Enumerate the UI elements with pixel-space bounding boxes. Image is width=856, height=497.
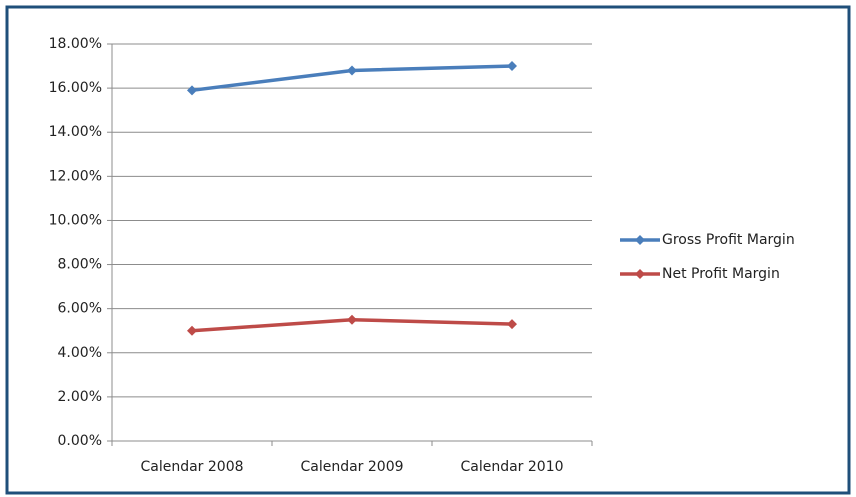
legend-marker [635,269,645,279]
marker [347,314,357,325]
x-tick-label: Calendar 2008 [140,459,243,475]
y-tick-label: 2.00% [58,389,102,405]
y-tick-label: 14.00% [49,124,102,140]
y-tick-label: 0.00% [58,433,102,449]
y-tick-label: 4.00% [58,345,102,361]
legend-label: Gross Profit Margin [662,232,795,248]
legend-marker [635,235,645,245]
legend-label: Net Profit Margin [662,266,780,282]
y-tick-label: 10.00% [49,212,102,228]
y-tick-label: 18.00% [49,36,102,52]
x-tick-label: Calendar 2009 [300,459,403,475]
y-tick-label: 8.00% [58,257,102,273]
y-tick-label: 16.00% [49,80,102,96]
y-tick-label: 6.00% [58,301,102,317]
marker [507,319,517,330]
x-tick-label: Calendar 2010 [460,459,563,475]
y-tick-label: 12.00% [49,168,102,184]
marker [187,85,197,96]
marker [347,65,357,76]
marker [187,325,197,336]
marker [507,61,517,72]
chart-frame [5,5,851,495]
